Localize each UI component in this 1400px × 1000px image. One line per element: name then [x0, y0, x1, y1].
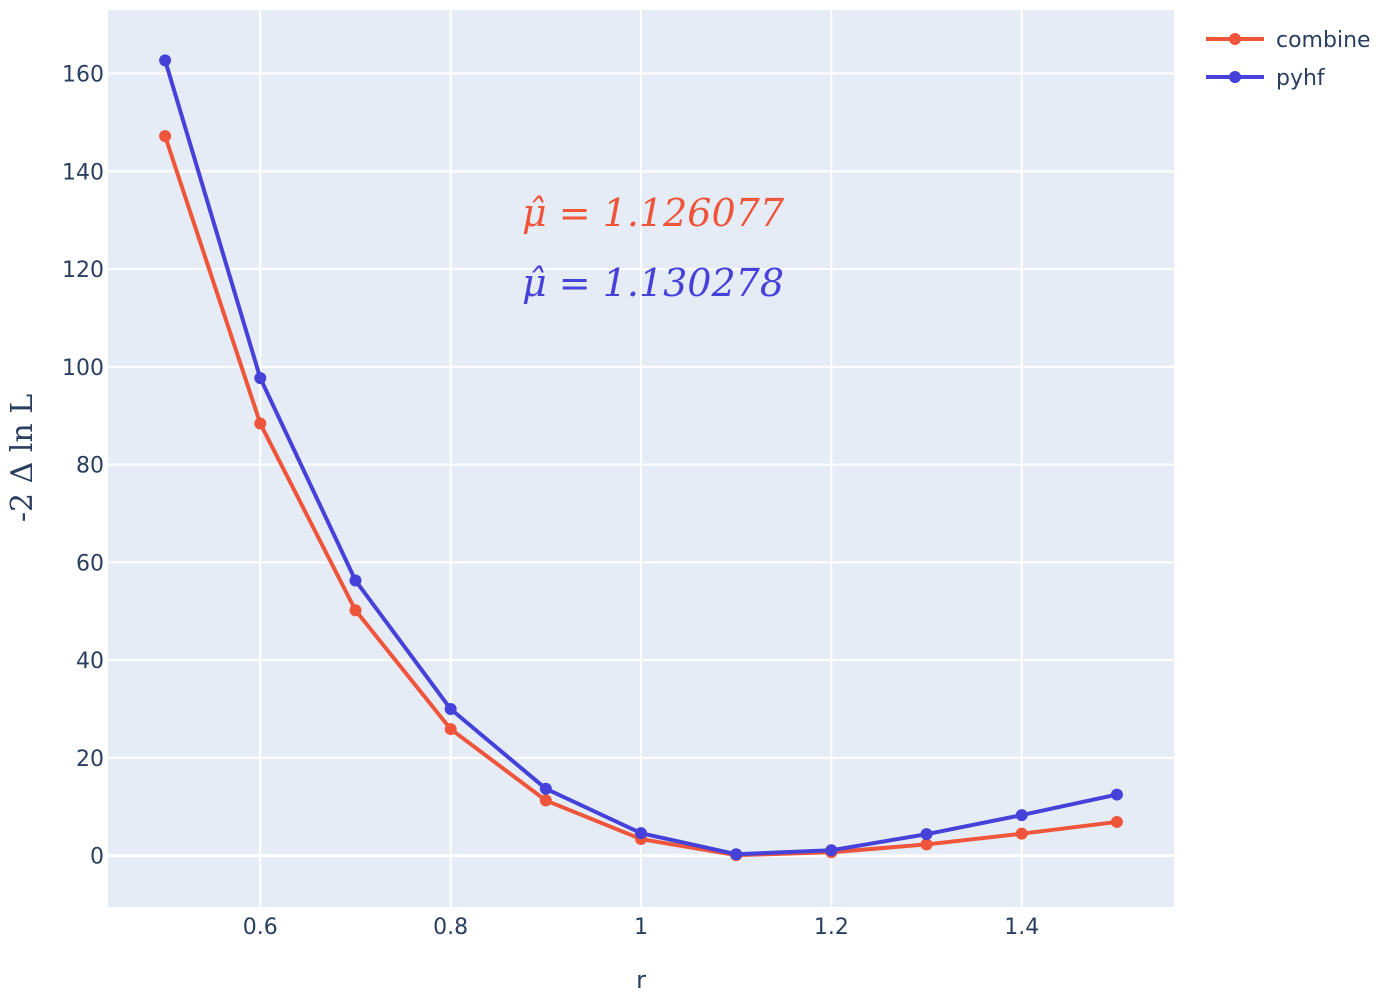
legend-item-pyhf[interactable]: pyhf [1206, 66, 1326, 91]
x-tick-label: 1.2 [814, 915, 849, 940]
y-axis-title: -2 Δ ln L [5, 394, 40, 522]
legend-label-combine: combine [1276, 28, 1371, 53]
y-tick-label: 60 [76, 551, 104, 576]
y-tick-label: 100 [62, 356, 104, 381]
series-layer [159, 54, 1123, 862]
x-tick-label: 0.6 [243, 915, 278, 940]
point-pyhf[interactable] [920, 828, 933, 841]
point-combine[interactable] [444, 723, 457, 736]
annotation-pyhf: μ̂ = 1.130278 [522, 261, 784, 305]
y-tick-label: 140 [62, 160, 104, 185]
y-tick-label: 20 [76, 747, 104, 772]
point-combine[interactable] [1015, 827, 1028, 840]
y-tick-label: 80 [76, 454, 104, 479]
point-combine[interactable] [1110, 815, 1123, 828]
point-pyhf[interactable] [1015, 809, 1028, 822]
legend-marker-combine [1229, 33, 1241, 45]
series-pyhf [159, 54, 1123, 861]
point-pyhf[interactable] [254, 372, 267, 385]
point-pyhf[interactable] [444, 703, 457, 716]
point-pyhf[interactable] [730, 848, 743, 861]
grid-lines [108, 10, 1174, 907]
point-pyhf[interactable] [1110, 788, 1123, 801]
x-tick-label: 0.8 [433, 915, 468, 940]
point-pyhf[interactable] [635, 827, 647, 840]
x-tick-labels: 0.6 0.8 1 1.2 1.4 [243, 915, 1039, 940]
annotation-combine: μ̂ = 1.126077 [522, 191, 785, 235]
point-combine[interactable] [920, 838, 933, 851]
point-pyhf[interactable] [825, 844, 838, 857]
y-tick-label: 120 [62, 258, 104, 283]
point-combine[interactable] [539, 794, 552, 807]
x-tick-label: 1 [634, 915, 648, 940]
x-axis-title: r [636, 966, 646, 994]
legend-label-pyhf: pyhf [1276, 66, 1326, 91]
y-tick-label: 160 [62, 63, 104, 88]
point-combine[interactable] [254, 417, 267, 430]
y-tick-labels: 0 20 40 60 80 100 120 140 160 [62, 63, 104, 870]
x-tick-label: 1.4 [1004, 915, 1039, 940]
y-tick-label: 40 [76, 649, 104, 674]
y-tick-label: 0 [90, 845, 104, 870]
legend-marker-pyhf [1229, 71, 1241, 83]
point-combine[interactable] [349, 604, 362, 617]
legend-item-combine[interactable]: combine [1206, 28, 1371, 53]
point-combine[interactable] [159, 130, 172, 143]
legend: combine pyhf [1206, 28, 1371, 91]
point-pyhf[interactable] [349, 574, 362, 587]
point-pyhf[interactable] [159, 54, 172, 67]
point-pyhf[interactable] [539, 782, 552, 795]
